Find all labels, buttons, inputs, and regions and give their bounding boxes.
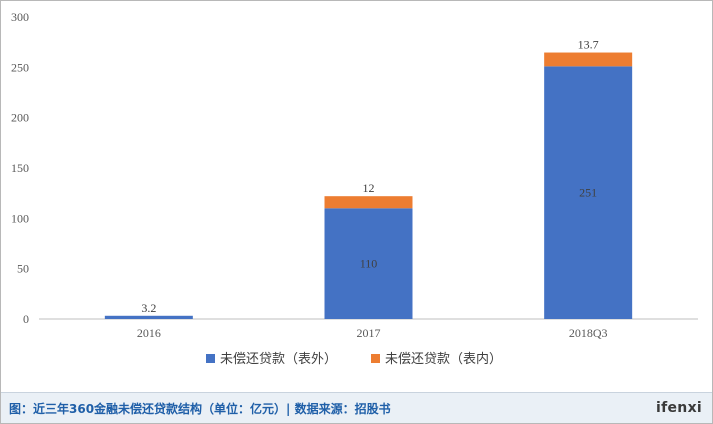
x-tick-label: 2016 [137, 326, 161, 340]
y-tick-label: 0 [23, 312, 29, 326]
legend-label: 未偿还贷款（表外） [220, 352, 337, 367]
y-tick-label: 50 [17, 262, 29, 276]
figure-caption: 图：近三年360金融未偿还贷款结构（单位：亿元）| 数据来源：招股书 [9, 401, 391, 416]
brand-logo: ifenxi [656, 400, 702, 416]
data-label: 12 [363, 181, 375, 195]
legend-label: 未偿还贷款（表内） [385, 351, 502, 367]
y-tick-label: 100 [11, 211, 29, 225]
data-label: 110 [360, 257, 378, 271]
y-tick-label: 150 [11, 161, 29, 175]
data-label: 13.7 [578, 38, 599, 52]
bar-segment-on-balance [324, 196, 413, 209]
bar-segment-off-balance [324, 208, 413, 319]
x-tick-label: 2017 [357, 326, 381, 340]
bar-segment-on-balance [544, 52, 633, 67]
bar-segment-off-balance [544, 66, 633, 320]
bar-segment-off-balance [104, 315, 193, 319]
caption-bar: 图：近三年360金融未偿还贷款结构（单位：亿元）| 数据来源：招股书 ifenx… [1, 392, 712, 423]
legend-swatch [371, 354, 380, 363]
y-tick-label: 300 [11, 10, 29, 24]
data-label: 3.2 [141, 301, 156, 315]
data-label: 251 [579, 186, 597, 200]
stacked-bar-chart: 0 50 100 150 200 250 300 3.2 2016 110 12 2017 251 13.… [11, 10, 698, 367]
y-tick-label: 200 [11, 111, 29, 125]
y-tick-label: 250 [11, 60, 29, 74]
x-tick-label: 2018Q3 [569, 326, 608, 340]
legend-swatch [206, 354, 215, 363]
